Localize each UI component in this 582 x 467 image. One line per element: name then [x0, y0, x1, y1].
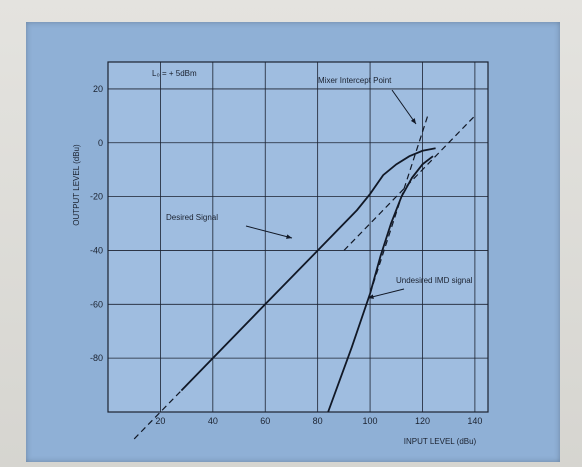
y-tick-label--60: -60	[90, 299, 103, 309]
x-tick-label-120: 120	[415, 416, 430, 426]
annotation-imd-signal: Undesired IMD signal	[396, 276, 473, 285]
y-tick-label--40: -40	[90, 245, 103, 255]
arrow-intercept-point-head	[410, 118, 416, 124]
x-tick-label-20: 20	[155, 416, 165, 426]
y-tick-label--20: -20	[90, 192, 103, 202]
arrow-intercept-point	[391, 89, 417, 125]
x-tick-label-140: 140	[467, 416, 482, 426]
x-tick-label-100: 100	[363, 416, 378, 426]
arrow-imd-signal-head	[368, 294, 374, 299]
annotation-desired-signal: Desired Signal	[166, 213, 218, 222]
arrow-imd-signal	[367, 288, 405, 299]
annotation-lo-level: L₀ = + 5dBm	[152, 69, 197, 78]
x-axis-label: INPUT LEVEL (dBu)	[404, 437, 477, 446]
plot-area	[107, 61, 489, 413]
y-tick-label--80: -80	[90, 353, 103, 363]
x-tick-label-80: 80	[313, 416, 323, 426]
arrow-desired-signal-head	[286, 234, 292, 239]
series-line-0	[180, 147, 436, 392]
series-line-3	[327, 155, 434, 413]
y-tick-label-0: 0	[98, 138, 103, 148]
x-tick-label-40: 40	[208, 416, 218, 426]
arrow-desired-signal	[245, 225, 293, 239]
y-axis-label: OUTPUT LEVEL (dBu)	[72, 144, 81, 226]
y-tick-label-20: 20	[93, 84, 103, 94]
annotation-intercept-point: Mixer Intercept Point	[318, 76, 392, 85]
series-line-4	[369, 115, 429, 294]
x-tick-label-60: 60	[260, 416, 270, 426]
series-line-1	[133, 390, 182, 440]
